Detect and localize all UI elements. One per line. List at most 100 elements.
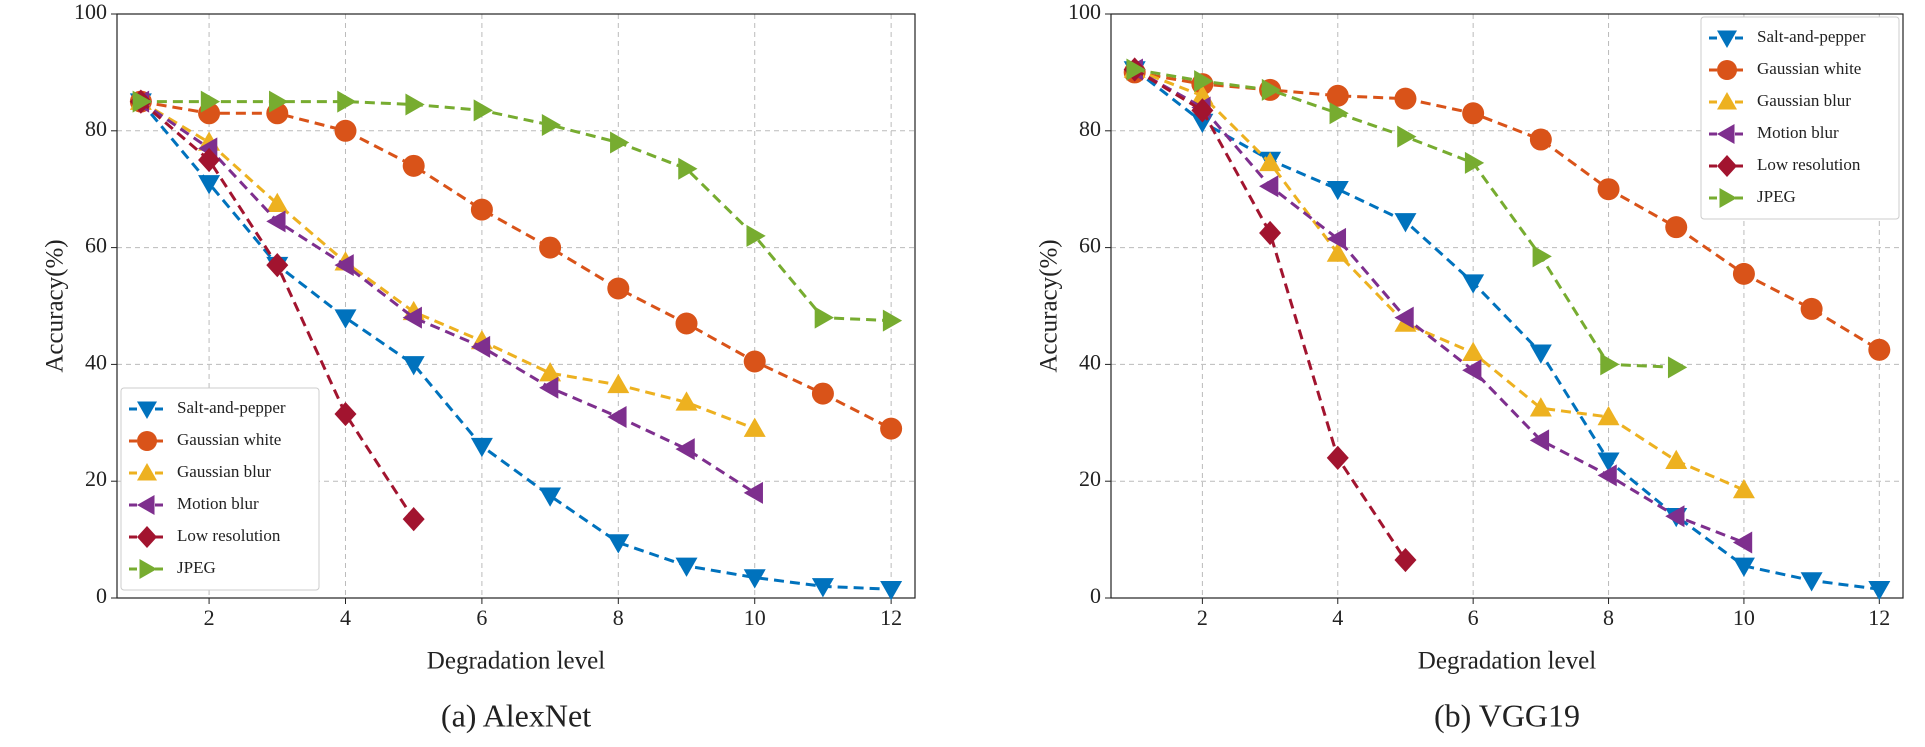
marker: [1597, 452, 1620, 472]
legend-label: Gaussian blur: [177, 462, 271, 481]
marker: [678, 157, 698, 180]
marker: [402, 507, 425, 532]
marker: [1462, 102, 1485, 125]
y-axis-label: Accuracy(%): [1036, 239, 1063, 372]
marker: [1326, 227, 1347, 250]
marker: [1665, 505, 1685, 528]
marker: [266, 253, 289, 278]
marker: [607, 534, 630, 554]
marker: [1464, 151, 1485, 174]
series-line: [1134, 68, 1745, 492]
marker: [1194, 70, 1214, 93]
marker: [1394, 306, 1414, 329]
marker: [607, 373, 630, 394]
marker: [1529, 397, 1552, 417]
legend-label: Motion blur: [177, 494, 259, 513]
marker: [1600, 353, 1620, 376]
marker: [1868, 580, 1891, 601]
marker: [746, 224, 766, 247]
series-line: [140, 100, 892, 323]
marker: [1261, 78, 1282, 101]
marker: [811, 382, 834, 405]
marker: [1397, 125, 1417, 148]
marker: [880, 417, 903, 440]
marker: [1191, 98, 1214, 123]
marker: [334, 401, 357, 427]
marker: [1597, 464, 1617, 487]
legend-label: Low resolution: [177, 526, 281, 545]
legend-marker: [1719, 188, 1737, 208]
legend-label: Low resolution: [1757, 155, 1861, 174]
legend-label: JPEG: [177, 558, 216, 577]
y-axis-label: Accuracy(%): [42, 239, 69, 372]
x-tick-label: 4: [340, 605, 351, 630]
x-axis-label: Degradation level: [1418, 648, 1596, 675]
marker: [266, 210, 286, 233]
marker: [269, 90, 289, 113]
legend-box: [120, 387, 320, 591]
series-line: [140, 100, 756, 495]
marker: [1665, 216, 1688, 239]
y-tick-label: 60: [85, 233, 107, 258]
y-tick-label: 40: [1079, 349, 1101, 374]
y-tick-label: 80: [1079, 116, 1101, 141]
legend-marker: [1717, 60, 1737, 80]
marker: [1259, 151, 1282, 172]
legend-label: Gaussian white: [1757, 59, 1861, 78]
marker: [1532, 245, 1552, 268]
x-tick-label: 12: [880, 605, 902, 630]
marker: [539, 236, 562, 259]
marker: [539, 376, 559, 399]
marker: [1462, 359, 1482, 382]
marker: [1394, 547, 1417, 573]
marker: [1326, 242, 1349, 262]
marker: [470, 437, 493, 458]
marker: [470, 335, 491, 358]
marker: [675, 557, 698, 577]
marker: [198, 175, 221, 195]
series-line: [140, 100, 892, 430]
marker: [1126, 58, 1146, 81]
marker: [405, 93, 425, 116]
y-tick-label: 0: [1090, 583, 1101, 608]
series-line: [139, 100, 892, 591]
legend-marker: [137, 431, 157, 451]
marker: [743, 350, 766, 373]
x-tick-label: 8: [1603, 605, 1614, 630]
marker: [470, 198, 493, 221]
marker: [402, 356, 425, 376]
legend-label: Gaussian white: [177, 430, 281, 449]
marker: [675, 438, 695, 461]
y-tick-label: 100: [74, 0, 107, 24]
y-tick-label: 100: [1068, 0, 1101, 24]
marker: [675, 312, 698, 335]
marker: [334, 119, 357, 142]
marker: [473, 99, 493, 122]
marker: [402, 154, 425, 177]
series-line: [1133, 68, 1745, 544]
caption: (a) AlexNet: [441, 697, 591, 733]
marker: [1665, 449, 1688, 470]
marker: [1667, 356, 1688, 379]
legend-marker: [137, 526, 157, 548]
marker: [1259, 175, 1279, 198]
marker: [1462, 341, 1485, 361]
x-tick-label: 8: [613, 605, 624, 630]
marker: [1732, 262, 1755, 285]
y-tick-label: 20: [1079, 466, 1101, 491]
x-tick-label: 2: [204, 605, 215, 630]
marker: [607, 277, 630, 300]
marker: [541, 113, 562, 136]
marker: [743, 569, 766, 589]
marker: [880, 580, 903, 601]
plot-frame: [1110, 13, 1904, 599]
marker: [743, 481, 763, 504]
legend-marker: [1717, 155, 1737, 177]
marker: [1732, 557, 1755, 577]
legend-marker: [137, 401, 157, 419]
series-line: [1134, 70, 1881, 352]
marker: [337, 90, 357, 113]
y-tick-label: 40: [85, 349, 107, 374]
legend-label: JPEG: [1757, 187, 1796, 206]
